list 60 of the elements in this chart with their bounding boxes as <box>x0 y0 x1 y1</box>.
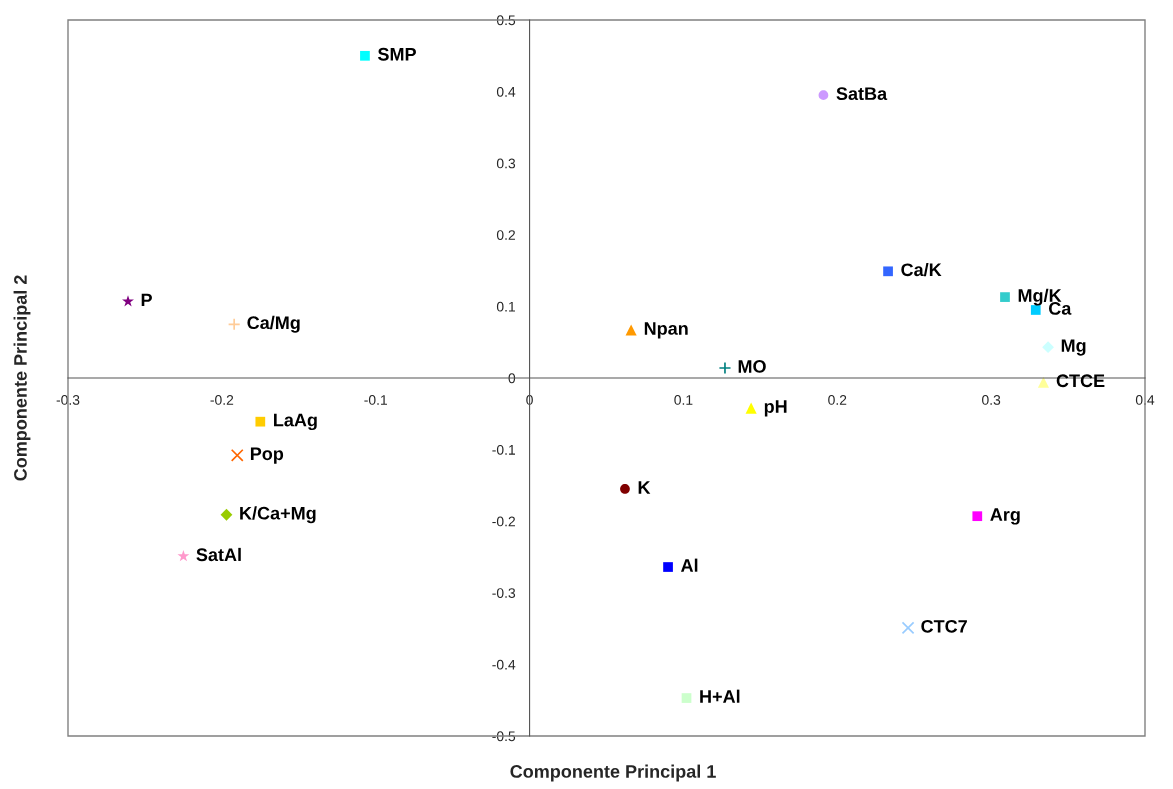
y-tick-label: 0.4 <box>496 86 516 97</box>
point <box>122 295 134 307</box>
series-label: SatAl <box>196 547 241 562</box>
y-tick-label: 0 <box>508 373 516 384</box>
y-tick-label: 0.3 <box>496 158 516 169</box>
series-label: K <box>638 481 651 494</box>
y-tick-label: 0.2 <box>496 230 515 240</box>
series-label: Mg <box>1061 339 1086 356</box>
series-label: LaAg <box>274 413 317 431</box>
x-tick-label: 0.1 <box>674 395 693 405</box>
series-label: P <box>141 293 152 307</box>
point <box>745 402 757 414</box>
y-tick-label: 0.1 <box>496 301 516 312</box>
point <box>1000 292 1010 302</box>
point <box>177 550 190 562</box>
series-label: Arg <box>990 508 1020 525</box>
series-label: Pop <box>250 447 284 464</box>
series-label: Ca/K <box>901 262 942 277</box>
point <box>972 511 983 522</box>
x-tick-label: -0.3 <box>56 395 80 405</box>
series-label: Npan <box>644 322 688 339</box>
series-label: SMP <box>377 47 416 61</box>
point <box>625 324 637 336</box>
point <box>681 693 692 703</box>
point <box>1042 341 1054 354</box>
point <box>663 562 673 572</box>
point <box>230 448 244 462</box>
point <box>360 50 370 61</box>
x-tick-label: 0.4 <box>1135 395 1155 405</box>
x-axis-title: Componente Principal 1 <box>510 764 716 782</box>
x-tick-label: -0.1 <box>364 395 387 405</box>
point <box>227 317 241 331</box>
point <box>255 416 266 427</box>
y-tick-label: -0.2 <box>492 516 515 527</box>
y-axis-title: Componente Principal 2 <box>13 275 31 481</box>
y-tick-label: -0.4 <box>492 659 516 670</box>
series-label: Al <box>680 558 698 572</box>
point <box>818 90 829 101</box>
point <box>1030 305 1041 315</box>
y-tick-label: 0.5 <box>496 15 516 26</box>
series-label: H+Al <box>700 689 740 703</box>
point <box>901 621 915 635</box>
y-tick-label: -0.1 <box>492 444 516 455</box>
y-tick-label: -0.3 <box>492 588 516 598</box>
series-label: SatBa <box>836 87 888 101</box>
series-label: pH <box>764 400 787 417</box>
y-tick-label: -0.5 <box>492 731 516 742</box>
point <box>718 361 732 375</box>
series-label: MO <box>738 360 766 373</box>
point <box>620 484 630 494</box>
x-tick-label: 0.2 <box>828 395 847 405</box>
series-label: K/Ca+Mg <box>240 506 316 524</box>
point <box>883 266 893 277</box>
point <box>220 508 233 521</box>
series-label: CTC7 <box>921 619 967 633</box>
x-tick-label: -0.2 <box>210 395 234 405</box>
point <box>1037 376 1050 388</box>
series-label: Ca/Mg <box>247 315 300 333</box>
x-tick-label: 0.3 <box>982 395 1001 405</box>
series-label: CTCE <box>1056 374 1105 388</box>
